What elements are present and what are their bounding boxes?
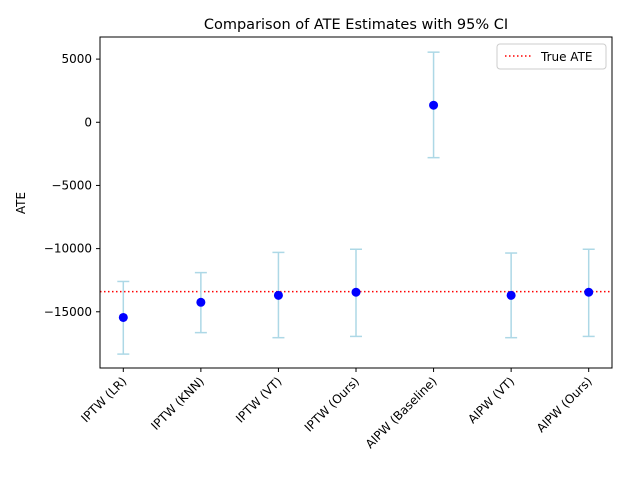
ate-point [351,287,361,297]
y-tick-label: 0 [84,115,92,129]
plot-area [100,51,612,355]
y-tick-label: −10000 [44,242,92,256]
legend-true-ate-label: True ATE [540,50,593,64]
ate-point [506,290,516,300]
y-tick-label: 5000 [61,52,92,66]
legend-box [496,43,607,70]
ate-point [429,100,439,110]
y-tick-label: −15000 [44,305,92,319]
x-tick-label: IPTW (KNN) [148,374,207,433]
chart-title: Comparison of ATE Estimates with 95% CI [204,17,508,33]
y-tick-label: −5000 [51,178,92,192]
ate-point [584,287,594,297]
x-tick-label: AIPW (Baseline) [363,374,440,451]
ate-point [196,297,206,307]
legend: True ATE [496,43,607,70]
x-tick-label: IPTW (VT) [233,374,284,425]
x-tick-label: AIPW (Ours) [534,374,595,435]
x-tick-label: AIPW (VT) [465,374,517,426]
x-tick-label: IPTW (Ours) [302,374,362,434]
ate-point [118,312,128,322]
x-tick-label: IPTW (LR) [78,374,129,425]
y-axis-label: ATE [14,192,28,214]
ate-point [273,290,283,300]
